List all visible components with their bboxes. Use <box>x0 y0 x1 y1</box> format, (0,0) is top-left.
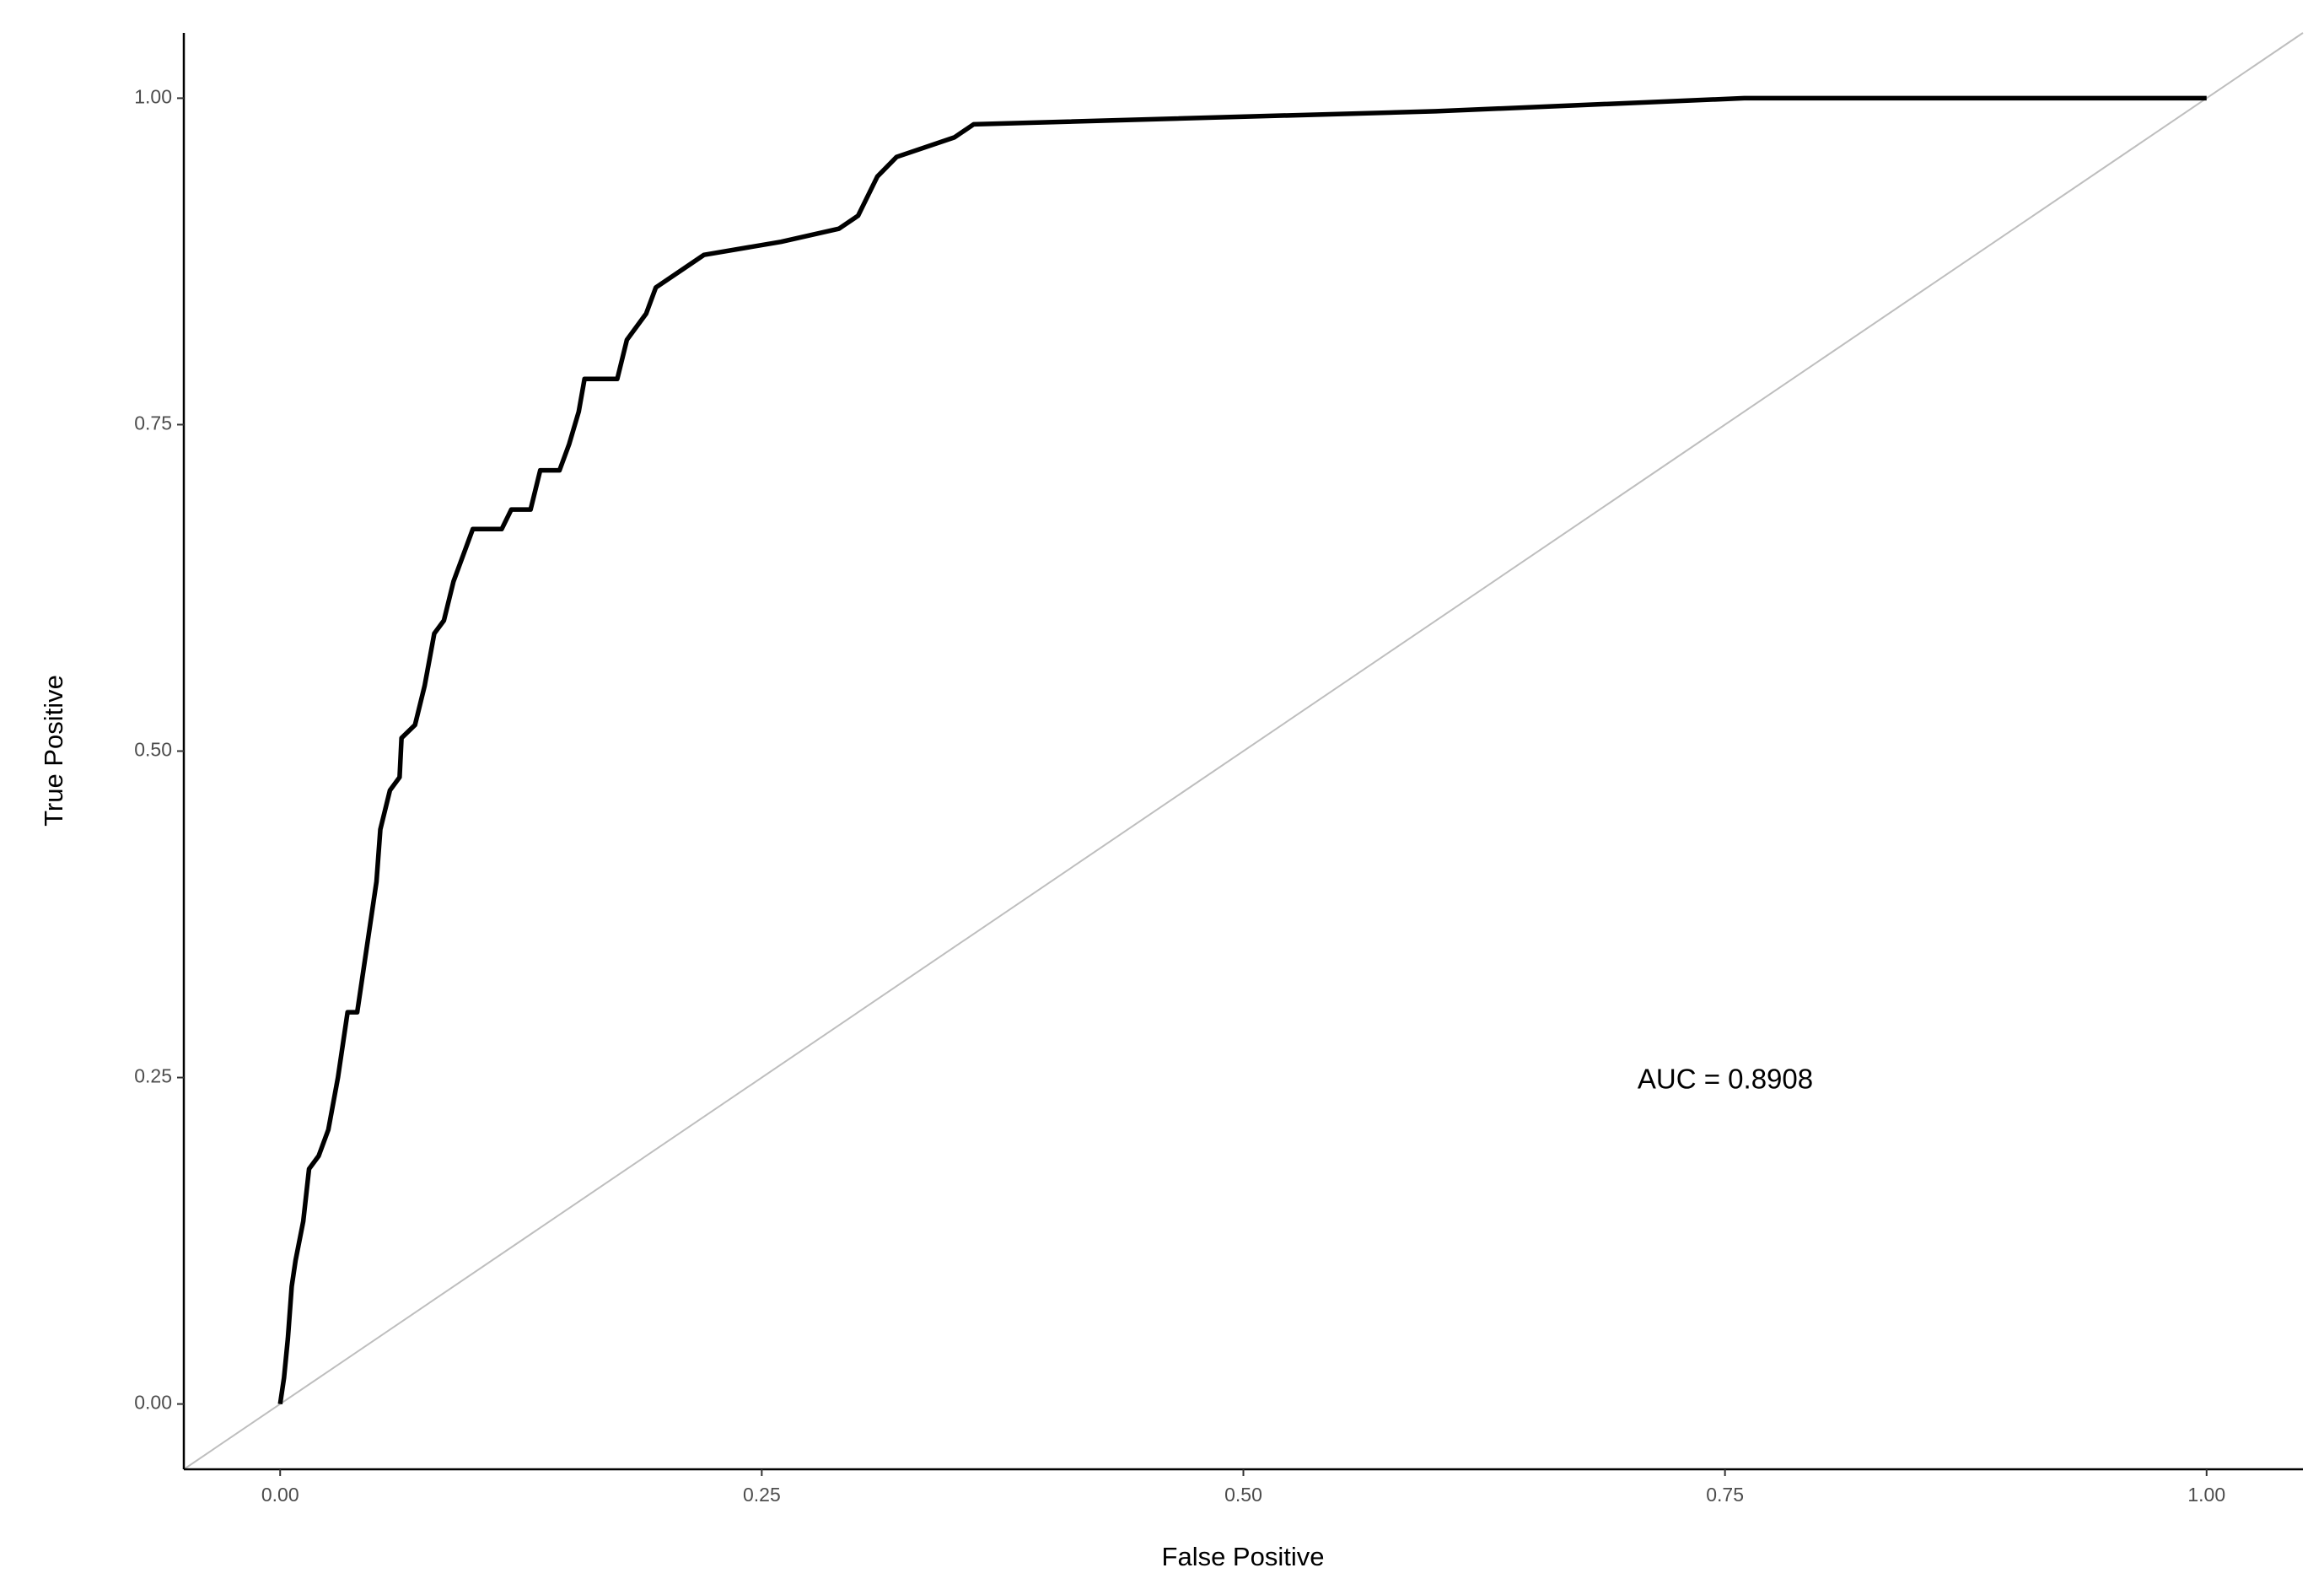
y-tick-label: 0.00 <box>134 1392 172 1414</box>
x-tick-label: 0.50 <box>1224 1484 1262 1506</box>
x-tick-label: 0.75 <box>1706 1484 1744 1506</box>
reference-diagonal <box>183 32 2304 1470</box>
y-tick-label: 0.50 <box>134 739 172 761</box>
y-tick-label: 0.75 <box>134 412 172 434</box>
annotation: AUC = 0.8908 <box>1638 1064 1813 1095</box>
x-tick-label: 0.25 <box>743 1484 781 1506</box>
x-tick-label: 0.00 <box>261 1484 299 1506</box>
roc-curve <box>277 95 2207 1404</box>
y-tick-label: 0.25 <box>134 1065 172 1087</box>
y-tick-label: 1.00 <box>134 85 172 107</box>
y-axis-title: True Positive <box>39 675 68 827</box>
x-tick-label: 1.00 <box>2187 1484 2225 1506</box>
x-axis-title: False Positive <box>1162 1542 1325 1571</box>
